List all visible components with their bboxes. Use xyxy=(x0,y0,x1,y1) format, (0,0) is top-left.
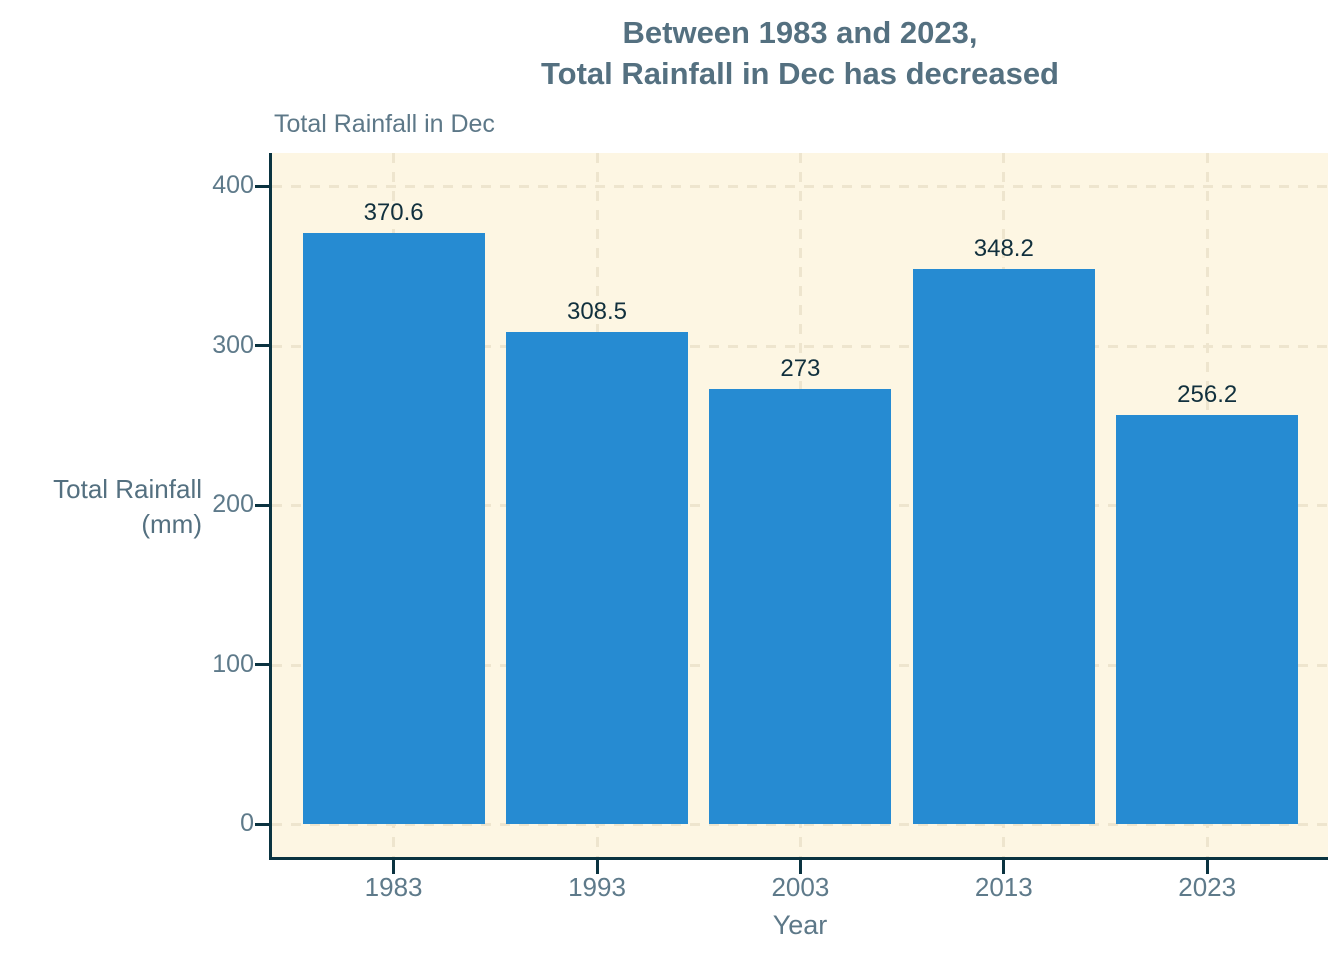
y-tick-mark xyxy=(255,663,269,666)
bar-2003 xyxy=(709,388,892,824)
y-tick-label: 300 xyxy=(212,330,254,359)
x-tick-label: 1993 xyxy=(568,872,626,902)
y-axis-line xyxy=(269,153,272,860)
y-axis-title-line1: Total Rainfall xyxy=(53,474,202,504)
x-axis-title: Year xyxy=(772,910,828,940)
plot-area: 370.6 308.5 273 348.2 256.2 0 100 200 300 400 198… xyxy=(212,153,1328,902)
y-tick-label: 100 xyxy=(212,649,254,678)
x-tick-mark xyxy=(1205,860,1209,874)
x-tick-label: 1983 xyxy=(364,872,423,902)
bar-value-label: 308.5 xyxy=(566,297,628,325)
bar-value-label: 256.2 xyxy=(1177,381,1238,409)
y-tick-mark xyxy=(255,184,269,188)
y-tick-mark xyxy=(255,503,269,507)
bar-value-label: 273 xyxy=(780,354,821,382)
bar-value-label: 370.6 xyxy=(363,198,424,226)
x-tick-mark xyxy=(798,860,802,874)
y-axis-title: Total Rainfall (mm) xyxy=(0,472,202,542)
x-axis-line xyxy=(269,857,1328,860)
x-tick-label: 2013 xyxy=(974,872,1033,902)
y-tick-mark xyxy=(255,344,269,347)
x-tick-mark xyxy=(1002,860,1006,874)
chart-title: Between 1983 and 2023, Total Rainfall in… xyxy=(272,12,1328,94)
y-tick-label: 400 xyxy=(212,171,254,199)
x-tick-label: 2003 xyxy=(771,872,830,902)
y-tick-label: 200 xyxy=(212,490,254,518)
y-tick-label: 0 xyxy=(240,809,254,837)
x-tick-label: 2023 xyxy=(1178,872,1237,902)
x-tick-mark xyxy=(595,860,599,874)
chart-subtitle: Total Rainfall in Dec xyxy=(274,110,495,138)
chart-title-line1: Between 1983 and 2023, xyxy=(622,15,978,50)
x-tick-mark xyxy=(392,860,396,874)
bar-1993 xyxy=(506,331,688,824)
y-tick-mark xyxy=(255,822,269,826)
bar-2013 xyxy=(912,268,1095,824)
chart-title-line2: Total Rainfall in Dec has decreased xyxy=(541,56,1059,91)
bar-value-label: 348.2 xyxy=(973,234,1034,262)
bar-2023 xyxy=(1116,415,1299,824)
bar-1983 xyxy=(302,232,485,824)
y-axis-title-line2: (mm) xyxy=(141,509,202,539)
